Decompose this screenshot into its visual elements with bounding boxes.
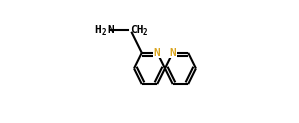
Text: H: H [94, 25, 101, 35]
Text: N: N [107, 25, 114, 35]
Text: 2: 2 [143, 28, 148, 37]
Text: CH: CH [130, 25, 143, 35]
Text: N: N [169, 48, 176, 58]
Text: 2: 2 [102, 28, 106, 37]
Text: N: N [154, 48, 161, 58]
